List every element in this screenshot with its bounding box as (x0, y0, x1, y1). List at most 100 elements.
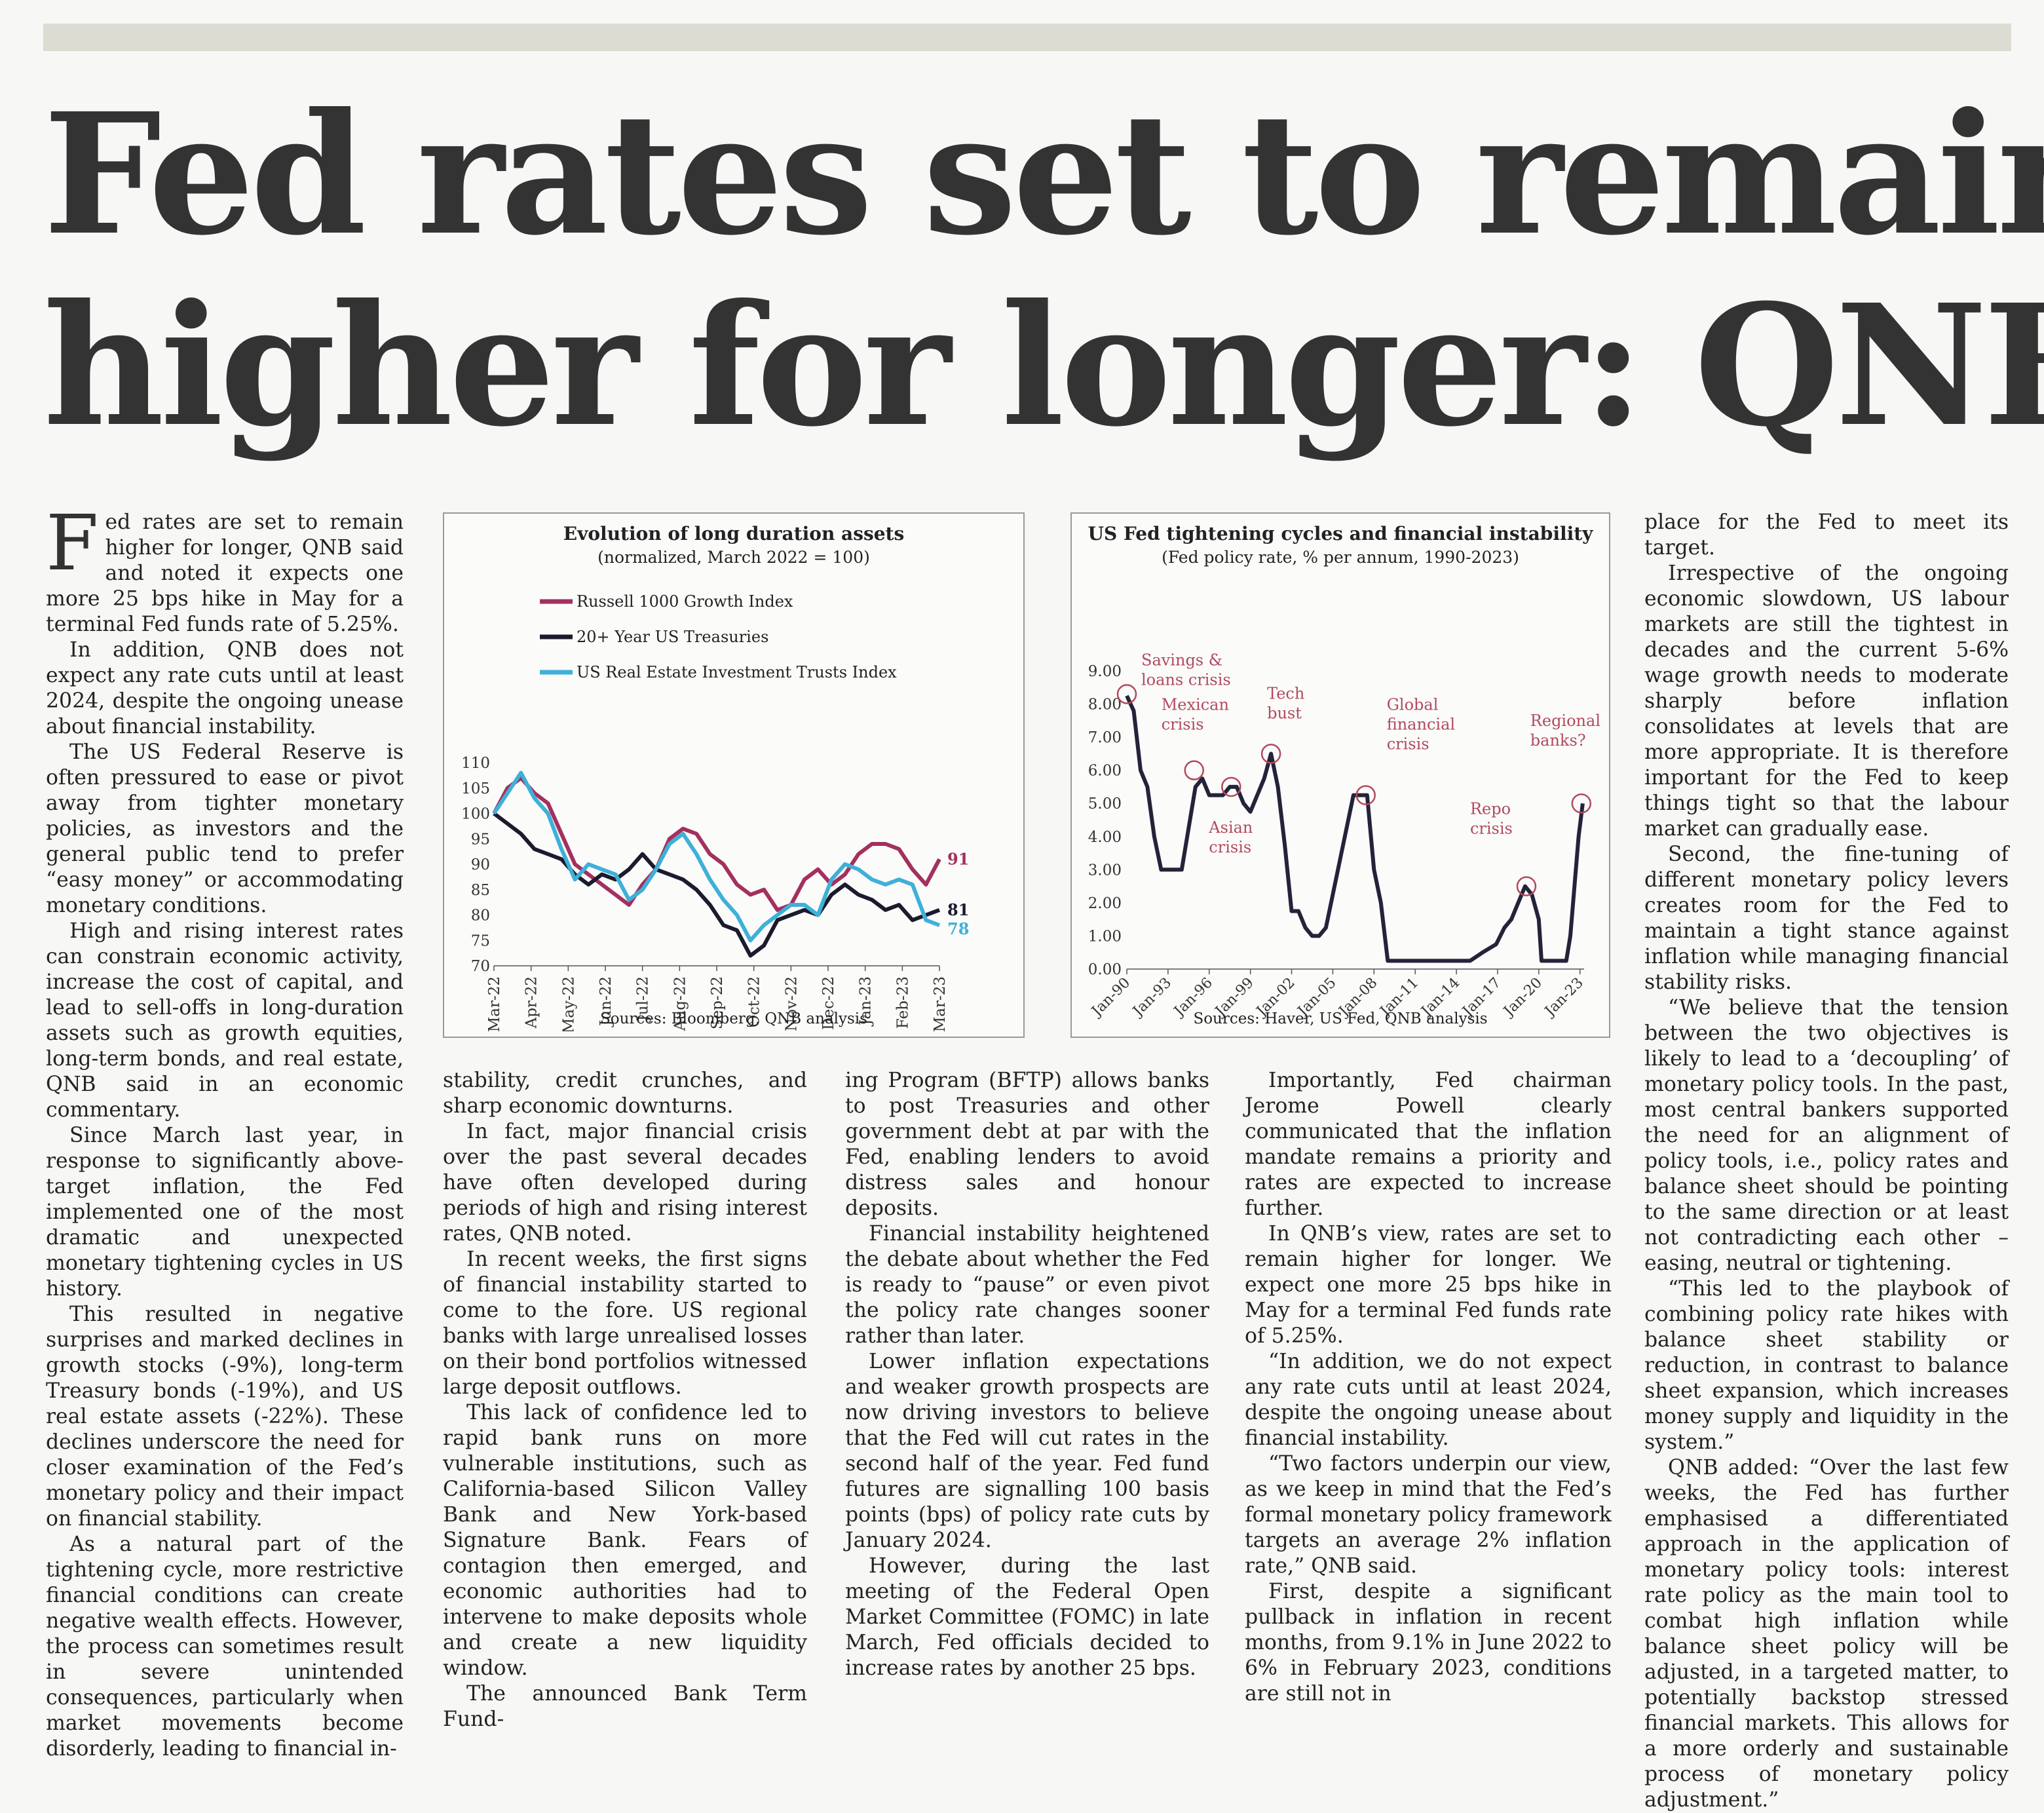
x-tick-label: Dec-22 (820, 976, 837, 1030)
crisis-marker (1260, 744, 1281, 764)
chart-subtitle: (normalized, March 2022 = 100) (597, 548, 870, 567)
article-column-2: stability, credit crunches, and sharp ec… (443, 1068, 807, 1732)
article-column-3: ing Program (BFTP) allows banks to post … (845, 1068, 1209, 1681)
x-tick-label: Aug-22 (672, 976, 689, 1031)
legend-entry: Russell 1000 Growth Index (577, 592, 793, 611)
article-paragraph: The announced Bank Term Fund- (443, 1682, 807, 1731)
crisis-marker (1184, 760, 1204, 780)
crisis-label: Savings & (1141, 651, 1222, 669)
article-paragraph: As a natural part of the tightening cycl… (46, 1533, 404, 1761)
chart-subtitle: (Fed policy rate, % per annum, 1990-2023… (1162, 548, 1519, 567)
crisis-marker (1221, 776, 1241, 797)
article-paragraph: place for the Fed to meet its target. (1644, 510, 2009, 560)
article-paragraph: However, during the last meeting of the … (845, 1554, 1209, 1680)
x-tick-label: Mar-22 (486, 976, 503, 1031)
end-value-label: 81 (947, 900, 969, 919)
y-tick-label: 105 (461, 780, 490, 797)
y-tick-label: 8.00 (1088, 697, 1122, 714)
article-paragraph: First, despite a significant pullback in… (1245, 1580, 1612, 1706)
headline: Fed rates set to remain higher for longe… (43, 79, 2044, 461)
crisis-marker (1116, 684, 1137, 704)
article-paragraph: The US Federal Reserve is often pressure… (46, 740, 404, 917)
lead-text: ed rates are set to remain higher for lo… (46, 510, 404, 636)
x-tick-label: Nov-22 (783, 976, 800, 1031)
headline-line-2: higher for longer: QNB (43, 268, 2044, 463)
crisis-label: banks? (1530, 731, 1586, 750)
crisis-label: Global (1387, 696, 1439, 714)
chart-plot: 70 75 80 85 90 95 100 105 110 Mar-22 Apr-22 May-22 J… (461, 592, 969, 1031)
crisis-label: crisis (1387, 735, 1429, 754)
headline-line-1: Fed rates set to remain (43, 77, 2044, 272)
x-tick-label: Jun-22 (597, 976, 615, 1027)
chart-source: Sources: Bloomberg, QNB analysis (600, 1010, 867, 1027)
article-paragraph: “Two factors underpin our view, as we ke… (1245, 1452, 1612, 1578)
article-paragraph: “This led to the playbook of combining p… (1644, 1277, 2009, 1454)
crisis-marker (1516, 876, 1537, 896)
y-tick-label: 6.00 (1088, 763, 1122, 780)
y-tick-label: 9.00 (1088, 663, 1122, 680)
x-tick-label: Jul-22 (635, 976, 652, 1022)
x-tick-label: Oct-22 (746, 976, 763, 1027)
article-paragraph: This lack of confidence led to rapid ban… (443, 1401, 807, 1680)
drop-cap: F (46, 499, 99, 588)
chart-source: Sources: Haver, US Fed, QNB analysis (1193, 1010, 1488, 1027)
series-line (492, 771, 941, 943)
y-tick-label: 2.00 (1088, 895, 1122, 912)
top-rule (43, 24, 2011, 51)
y-tick-label: 4.00 (1088, 829, 1122, 846)
y-tick-label: 75 (471, 932, 490, 949)
legend-entry: US Real Estate Investment Trusts Index (577, 663, 897, 681)
x-tick-label: Sep-22 (709, 976, 726, 1029)
article-paragraph: Second, the fine-tuning of different mon… (1644, 843, 2009, 994)
y-tick-label: 80 (471, 907, 490, 925)
chart-title: US Fed tightening cycles and financial i… (1088, 523, 1593, 544)
article-paragraph: In recent weeks, the first signs of fina… (443, 1248, 807, 1399)
article-paragraph: Importantly, Fed chairman Jerome Powell … (1245, 1069, 1612, 1220)
article-paragraph: In addition, QNB does not expect any rat… (46, 638, 404, 738)
crisis-marker (1355, 785, 1376, 805)
end-value-label: 78 (947, 919, 969, 938)
article-paragraph: “In addition, we do not expect any rate … (1245, 1350, 1612, 1450)
x-tick-label: Jan-23 (858, 976, 875, 1027)
chart-plot: 0.00 1.00 2.00 3.00 4.00 5.00 6.00 7.00 8.00 9.00… (1088, 651, 1600, 1020)
y-tick-label: 1.00 (1088, 928, 1122, 945)
article-paragraph: Since March last year, in response to si… (46, 1124, 404, 1301)
legend-entry: 20+ Year US Treasuries (577, 628, 768, 646)
y-tick-label: 100 (461, 806, 490, 823)
crisis-label: crisis (1470, 820, 1513, 838)
article-paragraph: Irrespective of the ongoing economic slo… (1644, 562, 2009, 841)
article-paragraph: ing Program (BFTP) allows banks to post … (845, 1069, 1209, 1220)
crisis-label: Asian (1208, 818, 1253, 837)
y-tick-label: 5.00 (1088, 795, 1122, 812)
y-tick-label: 90 (471, 856, 490, 873)
crisis-label: loans crisis (1141, 670, 1231, 689)
y-tick-label: 110 (461, 755, 490, 772)
chart-fed-tightening-cycles: US Fed tightening cycles and financial i… (1070, 512, 1610, 1038)
fed-rate-line (1125, 695, 1585, 963)
y-tick-label: 70 (471, 958, 490, 975)
article-column-5: place for the Fed to meet its target. Ir… (1644, 510, 2009, 1813)
crisis-marker (1571, 793, 1592, 814)
article-paragraph: This resulted in negative surprises and … (46, 1303, 404, 1531)
chart-long-duration-assets: Evolution of long duration assets (norma… (443, 512, 1025, 1038)
x-tick-label: Apr-22 (523, 976, 540, 1029)
x-tick-label: Feb-23 (894, 976, 911, 1029)
x-tick-label: May-22 (560, 976, 577, 1031)
crisis-label: Regional (1530, 712, 1600, 730)
y-tick-label: 7.00 (1088, 729, 1122, 746)
article-paragraph: Financial instability heightened the deb… (845, 1222, 1209, 1348)
y-tick-label: 0.00 (1088, 961, 1122, 978)
article-paragraph: Lower inflation expectations and weaker … (845, 1350, 1209, 1552)
crisis-label: bust (1267, 704, 1302, 722)
y-tick-label: 85 (471, 882, 490, 899)
crisis-label: crisis (1162, 716, 1204, 734)
article-paragraph: QNB added: “Over the last few weeks, the… (1644, 1456, 2009, 1812)
series-line (492, 776, 941, 912)
article-paragraph: In fact, major financial crisis over the… (443, 1120, 807, 1246)
article-paragraph: stability, credit crunches, and sharp ec… (443, 1069, 807, 1118)
end-value-label: 91 (947, 849, 969, 868)
crisis-label: Tech (1267, 684, 1304, 702)
crisis-label: financial (1387, 716, 1455, 734)
article-paragraph: High and rising interest rates can const… (46, 919, 404, 1122)
